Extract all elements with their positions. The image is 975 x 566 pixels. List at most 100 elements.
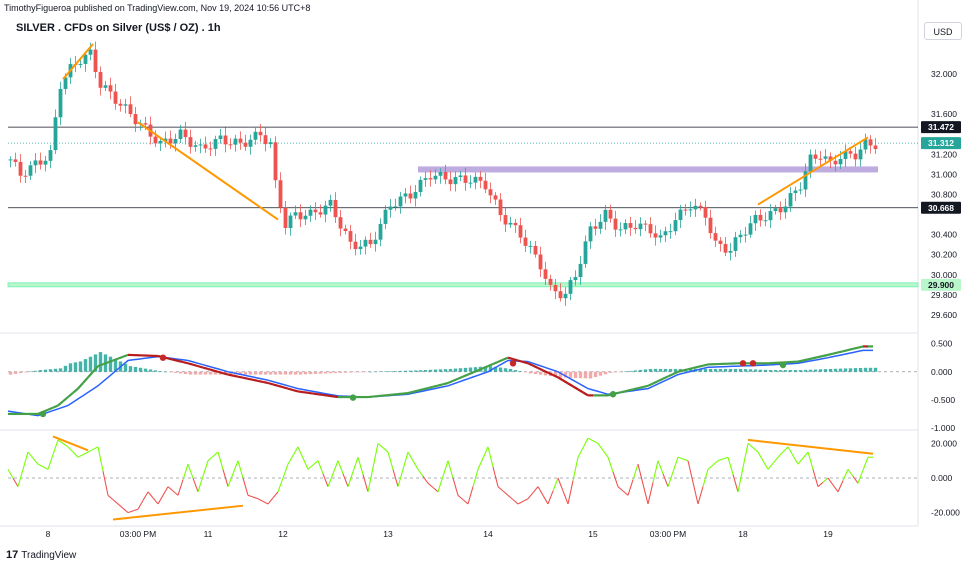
macd-line-segment (202, 366, 209, 370)
candle-body (338, 217, 343, 229)
candle-body (468, 182, 473, 184)
price-label-text: 29.900 (928, 280, 954, 290)
candle-body (868, 139, 873, 146)
macd-histogram-bar (728, 368, 733, 372)
macd-histogram-bar (363, 371, 368, 373)
macd-histogram-bar (613, 371, 618, 373)
macd-histogram-bar (83, 359, 88, 372)
macd-histogram-bar (58, 368, 63, 372)
macd-histogram-bar (133, 366, 138, 372)
macd-histogram-bar (178, 371, 183, 374)
macd-histogram-bar (598, 371, 603, 376)
oscillator-line-segment (107, 494, 114, 501)
candle-body (458, 175, 463, 178)
macd-line-segment (252, 378, 259, 382)
macd-histogram-bar (648, 368, 653, 372)
macd-line-segment (637, 385, 644, 390)
macd-histogram-bar (768, 370, 773, 372)
time-tick-label: 13 (383, 529, 393, 539)
macd-line-segment (92, 365, 99, 373)
candle-body (678, 209, 683, 221)
candle-body (53, 117, 58, 151)
candle-body (658, 235, 663, 238)
oscillator-line-segment (702, 469, 709, 487)
time-tick-label: 03:00 PM (120, 529, 156, 539)
candle-body (818, 158, 823, 160)
macd-line-segment (107, 359, 114, 364)
macd-cross-dot (509, 360, 517, 367)
macd-line-segment (582, 391, 589, 397)
candle-body (778, 208, 783, 213)
macd-line-segment (622, 389, 629, 393)
macd-line-segment (487, 363, 494, 368)
price-label-text: 30.668 (928, 203, 954, 213)
candle-body (398, 196, 403, 207)
macd-histogram-bar (68, 363, 73, 372)
oscillator-line-segment (722, 456, 729, 460)
macd-histogram-bar (18, 371, 23, 374)
candle-body (453, 177, 458, 185)
macd-line-segment (47, 406, 54, 411)
macd-histogram-bar (153, 370, 158, 372)
candle-body (798, 189, 803, 191)
candle-body (493, 195, 498, 200)
macd-line-segment (662, 375, 669, 380)
candle-body (313, 209, 318, 213)
macd-line-segment (87, 371, 94, 379)
oscillator-line-segment (662, 473, 669, 487)
candle-body (263, 135, 268, 145)
oscillator-line-segment (47, 454, 54, 470)
macd-histogram-bar (828, 368, 833, 372)
macd-histogram-bar (313, 371, 318, 374)
macd-histogram-bar (438, 369, 443, 372)
candle-body (478, 176, 483, 181)
time-tick-label: 15 (588, 529, 598, 539)
macd-histogram-bar (158, 371, 163, 372)
macd-histogram-bar (513, 370, 518, 372)
macd-histogram-bar (653, 368, 658, 372)
macd-line-segment (167, 357, 174, 361)
oscillator-line-segment (567, 480, 574, 505)
candle-body (473, 176, 478, 183)
candle-body (738, 234, 743, 238)
oscillator-line-segment (12, 477, 19, 487)
macd-histogram-bar (283, 371, 288, 375)
oscillator-line-segment (622, 490, 629, 496)
candle-body (563, 293, 568, 299)
macd-line-segment (627, 388, 634, 392)
oscillator-line-segment (87, 448, 94, 453)
oscillator-line-segment (67, 446, 74, 453)
tradingview-logo[interactable]: 17 TradingView (6, 549, 76, 561)
macd-line-segment (832, 351, 839, 355)
candle-body (528, 245, 533, 247)
macd-line-segment (577, 388, 584, 394)
oscillator-line-segment (462, 499, 469, 505)
oscillator-trendline (747, 438, 874, 455)
macd-line-segment (172, 358, 179, 362)
candle-body (153, 136, 158, 144)
candle-body (443, 171, 448, 180)
price-tick-label: 30.400 (931, 230, 957, 240)
candle-body (438, 171, 443, 176)
candle-body (388, 206, 393, 210)
candle-body (233, 138, 238, 145)
oscillator-line-segment (792, 455, 799, 465)
oscillator-line-segment (707, 464, 714, 470)
candle-body (93, 49, 98, 73)
price-label-text: 31.312 (928, 138, 954, 148)
macd-line-segment (182, 361, 189, 365)
macd-tick-label: 0.500 (931, 339, 953, 349)
oscillator-line-segment (162, 486, 169, 496)
macd-histogram-bar (38, 370, 43, 372)
macd-line-segment (207, 367, 214, 372)
candle-body (763, 220, 768, 222)
oscillator-line-segment (802, 451, 809, 459)
oscillator-tick-label: -20.000 (931, 508, 960, 518)
candle-body (293, 212, 298, 216)
oscillator-line-segment (507, 494, 514, 501)
currency-button[interactable]: USD (924, 22, 962, 40)
macd-histogram-bar (663, 368, 668, 372)
macd-cross-dot (749, 360, 757, 367)
macd-histogram-bar (668, 368, 673, 372)
